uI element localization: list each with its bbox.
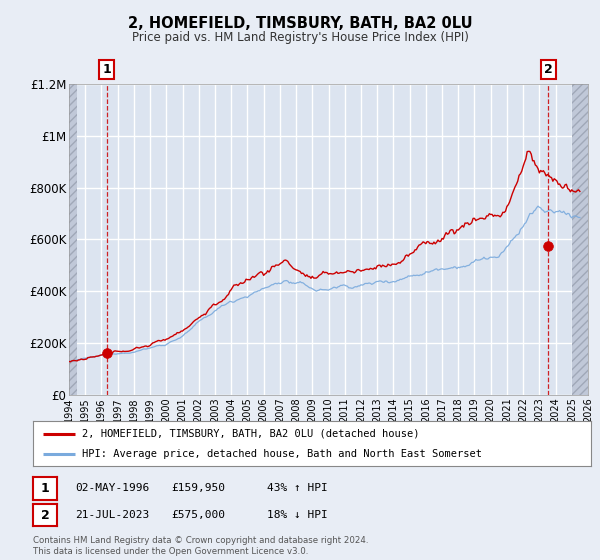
Text: 43% ↑ HPI: 43% ↑ HPI [267, 483, 328, 493]
Bar [69, 84, 77, 395]
Text: This data is licensed under the Open Government Licence v3.0.: This data is licensed under the Open Gov… [33, 547, 308, 556]
Bar [572, 84, 588, 395]
Text: 18% ↓ HPI: 18% ↓ HPI [267, 510, 328, 520]
Text: 1: 1 [41, 482, 49, 495]
Text: Contains HM Land Registry data © Crown copyright and database right 2024.: Contains HM Land Registry data © Crown c… [33, 536, 368, 545]
Text: £575,000: £575,000 [171, 510, 225, 520]
Text: Price paid vs. HM Land Registry's House Price Index (HPI): Price paid vs. HM Land Registry's House … [131, 31, 469, 44]
Text: 2, HOMEFIELD, TIMSBURY, BATH, BA2 0LU (detached house): 2, HOMEFIELD, TIMSBURY, BATH, BA2 0LU (d… [82, 428, 419, 438]
Text: 1: 1 [103, 63, 111, 76]
Text: 2: 2 [41, 508, 49, 522]
Text: HPI: Average price, detached house, Bath and North East Somerset: HPI: Average price, detached house, Bath… [82, 449, 482, 459]
Text: £159,950: £159,950 [171, 483, 225, 493]
Text: 02-MAY-1996: 02-MAY-1996 [75, 483, 149, 493]
Text: 2, HOMEFIELD, TIMSBURY, BATH, BA2 0LU: 2, HOMEFIELD, TIMSBURY, BATH, BA2 0LU [128, 16, 472, 31]
Text: 2: 2 [544, 63, 553, 76]
Text: 21-JUL-2023: 21-JUL-2023 [75, 510, 149, 520]
